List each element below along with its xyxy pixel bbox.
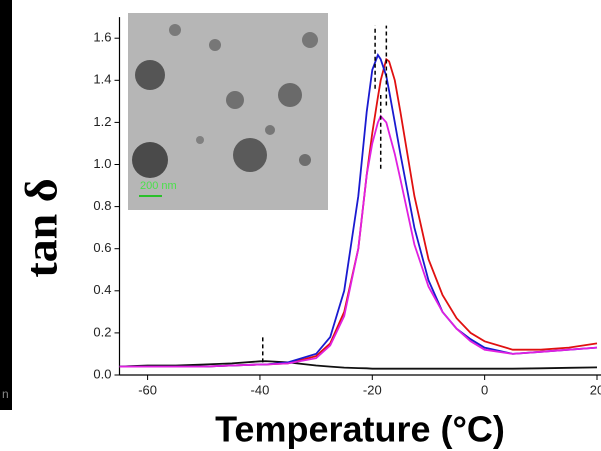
y-tick-label: 1.0 [93,156,111,171]
y-tick-label: 1.4 [93,72,111,87]
x-tick-label: 20 [590,382,601,397]
y-axis-label: tan δ [16,178,67,277]
side-strip [0,0,12,410]
plot-area: 0.0 0.2 0.4 0.6 0.8 1.0 1.2 1.4 1.6 -60 -40 -20 0 20 [93,17,601,397]
x-axis-label: Temperature (°C) [215,409,505,450]
x-tick-label: -20 [363,382,382,397]
x-tick-label: -60 [138,382,157,397]
y-tick-label: 0.8 [93,198,111,213]
scale-bar-label: 200 nm [140,180,177,192]
y-tick-label: 0.6 [93,240,111,255]
side-text: n [2,387,9,401]
y-tick-label: 0.0 [93,366,111,381]
y-tick-label: 1.2 [93,114,111,129]
inset-image: 200 nm [128,13,328,210]
x-tick-label: 0 [481,382,488,397]
y-tick-label: 0.2 [93,324,111,339]
series-line [119,360,598,370]
x-tick-label: -40 [251,382,270,397]
y-tick-label: 0.4 [93,282,111,297]
series-line [119,114,598,368]
y-tick-label: 1.6 [93,30,111,45]
